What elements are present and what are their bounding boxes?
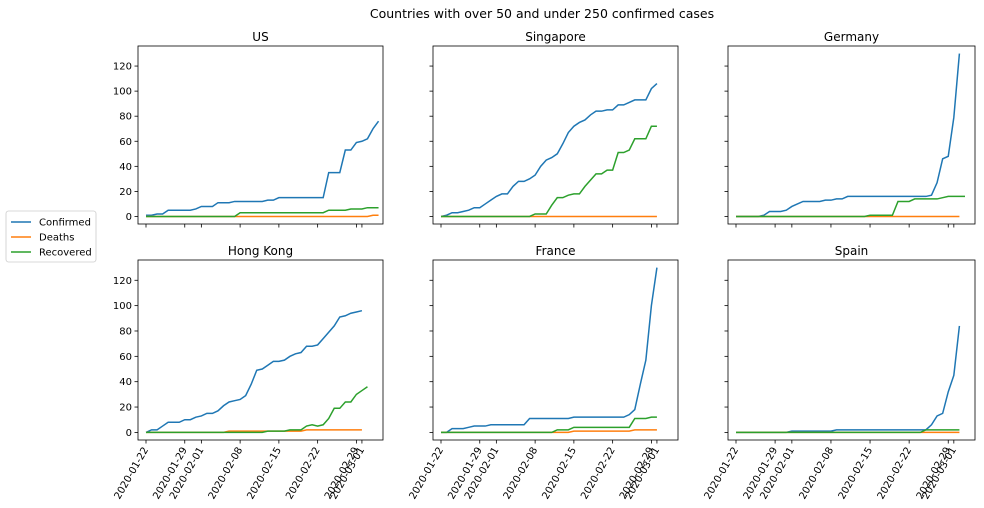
y-tick-label: 120 xyxy=(113,276,132,287)
x-tick-label: 2020-02-08 xyxy=(502,446,541,502)
series-line-confirmed xyxy=(736,325,961,434)
subplot-hong-kong: Hong Kong 0 20 40 60 80 100 120 2020-01-22 2020-0… xyxy=(113,244,384,502)
legend-label-recovered: Recovered xyxy=(39,248,92,259)
series-line-recovered xyxy=(146,206,379,218)
subplot-germany: Germany xyxy=(724,30,976,228)
series-line-confirmed xyxy=(440,83,658,218)
x-tick-label: 2020-02-15 xyxy=(837,446,876,502)
y-tick-label: 100 xyxy=(113,301,132,312)
legend: Confirmed Deaths Recovered xyxy=(5,210,97,263)
series-line-recovered xyxy=(736,429,960,434)
y-tick-label: 20 xyxy=(119,403,132,414)
subplot-title: Spain xyxy=(835,244,869,258)
legend-label-confirmed: Confirmed xyxy=(39,218,91,229)
y-tick-label: 120 xyxy=(113,62,132,73)
subplot-us: US 0 20 40 60 80 100 120 xyxy=(113,30,384,228)
subplot-title: US xyxy=(252,30,268,44)
axes-frame xyxy=(432,259,679,441)
legend-label-deaths: Deaths xyxy=(39,233,74,244)
x-tick-label: 2020-01-22 xyxy=(703,446,742,502)
axes-frame xyxy=(137,45,384,225)
axes-frame xyxy=(432,45,679,225)
series-line-recovered xyxy=(736,195,965,218)
figure-title: Countries with over 50 and under 250 con… xyxy=(370,6,714,21)
y-tick-label: 80 xyxy=(119,326,132,337)
axes-frame xyxy=(137,259,384,441)
x-tick-label: 2020-01-22 xyxy=(408,446,447,502)
y-tick-label: 40 xyxy=(119,162,132,173)
y-tick-label: 40 xyxy=(119,377,132,388)
axes-frame xyxy=(727,259,976,441)
x-tick-label: 2020-02-08 xyxy=(207,446,246,502)
y-tick-label: 20 xyxy=(119,187,132,198)
x-tick-label: 2020-02-22 xyxy=(876,446,915,502)
series-line-confirmed xyxy=(736,53,961,218)
subplot-title: France xyxy=(536,244,576,258)
subplot-title: Hong Kong xyxy=(228,244,293,258)
x-tick-label: 2020-02-08 xyxy=(798,446,837,502)
y-tick-label: 80 xyxy=(119,112,132,123)
series-line-recovered xyxy=(441,416,657,434)
x-tick-label: 2020-02-15 xyxy=(245,446,284,502)
subplot-title: Singapore xyxy=(525,30,586,44)
x-tick-label: 2020-01-22 xyxy=(113,446,152,502)
legend-box xyxy=(5,210,97,263)
series-line-recovered xyxy=(146,386,368,434)
subplot-singapore: Singapore xyxy=(429,30,679,228)
series-line-confirmed xyxy=(146,120,380,216)
series-line-recovered xyxy=(441,125,657,218)
y-tick-label: 0 xyxy=(126,428,132,439)
x-tick-label: 2020-02-15 xyxy=(540,446,579,502)
x-tick-label: 2020-02-22 xyxy=(579,446,618,502)
y-tick-label: 60 xyxy=(119,352,132,363)
x-tick-label: 2020-02-22 xyxy=(284,446,323,502)
y-tick-label: 0 xyxy=(126,212,132,223)
series-line-confirmed xyxy=(145,309,363,434)
axes-frame xyxy=(727,45,976,225)
y-tick-label: 100 xyxy=(113,87,132,98)
subplot-title: Germany xyxy=(824,30,879,44)
y-tick-label: 60 xyxy=(119,137,132,148)
series-line-confirmed xyxy=(441,267,658,434)
